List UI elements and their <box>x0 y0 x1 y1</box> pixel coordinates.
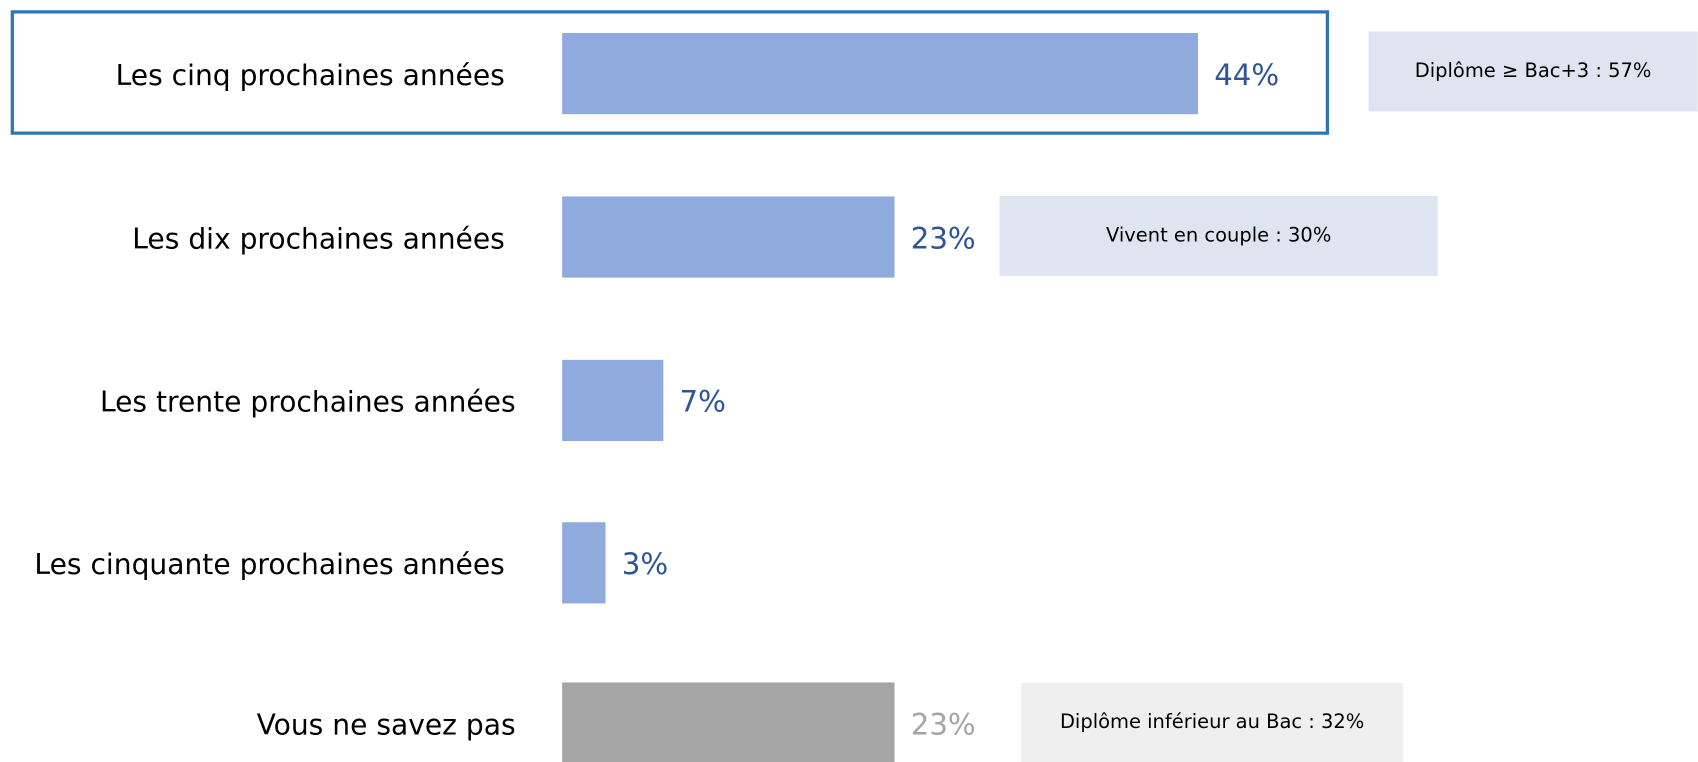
value-label: 44% <box>1214 58 1279 92</box>
bar <box>562 522 606 604</box>
value-label: 7% <box>680 385 726 419</box>
value-label: 23% <box>911 707 976 741</box>
bar <box>562 196 895 278</box>
annotation-box <box>1021 682 1404 762</box>
category-label: Les cinquante prochaines années <box>34 548 504 581</box>
annotation: Vivent en couple : 30% <box>1106 223 1331 246</box>
annotation-box <box>999 195 1438 277</box>
category-label: Les trente prochaines années <box>100 386 516 419</box>
value-label: 23% <box>911 221 976 255</box>
highlight-box <box>10 10 1330 135</box>
annotation: Diplôme inférieur au Bac : 32% <box>1060 710 1364 733</box>
annotation-box <box>1368 31 1698 112</box>
bar <box>562 359 664 442</box>
category-label: Les dix prochaines années <box>132 222 505 255</box>
bar <box>562 33 1198 115</box>
category-label: Vous ne savez pas <box>257 708 516 741</box>
value-label: 3% <box>622 547 668 581</box>
category-label: Les cinq prochaines années <box>116 59 505 92</box>
bar <box>562 682 895 762</box>
annotation: Diplôme ≥ Bac+3 : 57% <box>1415 59 1652 82</box>
